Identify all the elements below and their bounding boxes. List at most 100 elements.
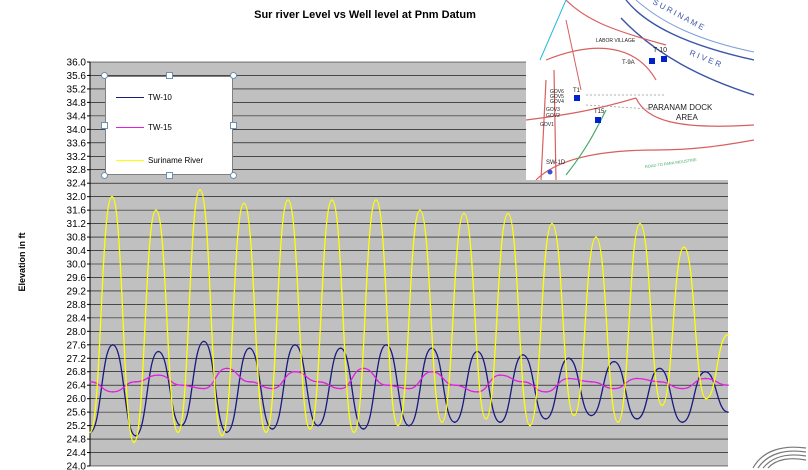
river-bank-north — [625, 0, 754, 61]
well-marker-sw1d — [547, 169, 553, 175]
data-point-suriname-river — [265, 431, 267, 434]
data-point-suriname-river — [353, 431, 355, 434]
resize-handle-top-left[interactable] — [101, 72, 108, 79]
data-point-suriname-river — [507, 212, 509, 215]
data-point-suriname-river — [243, 202, 245, 205]
y-tick-label: 34.8 — [67, 98, 87, 109]
resize-handle-left[interactable] — [101, 122, 108, 129]
data-point-tw-15 — [681, 387, 684, 390]
data-point-tw-15 — [476, 391, 479, 393]
legend-label-tw10: TW-10 — [148, 92, 172, 102]
data-point-tw-15 — [453, 384, 456, 387]
data-point-tw-10 — [362, 428, 365, 430]
road-red-8 — [565, 19, 582, 91]
map-label-t15: T15 — [594, 109, 605, 115]
y-tick-label: 28.4 — [67, 313, 87, 324]
legend-label-suriname-river: Suriname River — [148, 155, 204, 165]
y-tick-label: 31.2 — [67, 219, 87, 230]
road-red-2 — [545, 47, 657, 81]
data-point-tw-10 — [499, 421, 501, 424]
data-point-tw-10 — [613, 360, 615, 363]
data-point-suriname-river — [617, 421, 619, 424]
data-point-tw-10 — [339, 347, 342, 349]
data-point-suriname-river — [89, 431, 91, 434]
resize-handle-right[interactable] — [230, 122, 237, 129]
map-label-sw1d: SW-1D — [546, 160, 566, 166]
resize-handle-bottom-left[interactable] — [101, 172, 108, 179]
data-point-tw-15 — [544, 391, 547, 393]
legend-swatch-suriname-river — [116, 159, 144, 161]
data-point-tw-15 — [111, 391, 114, 393]
data-point-suriname-river — [683, 246, 685, 248]
data-point-tw-10 — [134, 434, 137, 437]
y-tick-label: 35.6 — [67, 71, 87, 82]
y-tick-label: 34.0 — [67, 125, 87, 136]
road-red-4 — [535, 139, 754, 180]
data-point-tw-15 — [499, 374, 501, 376]
data-point-tw-10 — [567, 357, 570, 360]
legend[interactable]: TW-10 TW-15 Suriname River — [105, 76, 233, 175]
data-point-tw-10 — [544, 418, 547, 420]
data-point-tw-15 — [294, 370, 296, 373]
data-point-tw-10 — [111, 344, 114, 346]
data-point-tw-10 — [225, 431, 228, 434]
data-point-tw-10 — [681, 421, 684, 424]
site-map-inset: LABOR VILLAGE T-9A T-10 S U R I N A M E … — [526, 0, 754, 180]
well-marker-t9a — [649, 58, 655, 64]
map-label-gov5: GOV5 — [550, 94, 564, 100]
resize-handle-top-right[interactable] — [230, 72, 237, 79]
data-point-suriname-river — [133, 441, 135, 444]
map-label-gov3: GOV3 — [546, 107, 560, 113]
data-point-suriname-river — [331, 199, 333, 201]
y-tick-label: 30.0 — [67, 260, 87, 271]
river-bank-south — [620, 17, 754, 96]
y-tick-label: 30.4 — [67, 246, 87, 257]
river-channel — [635, 0, 754, 53]
data-point-tw-15 — [248, 381, 251, 383]
map-label-t10: T-10 — [653, 47, 667, 54]
map-label-area: AREA — [676, 113, 698, 122]
well-marker-t10 — [661, 56, 667, 62]
data-point-tw-10 — [408, 424, 410, 427]
data-point-tw-15 — [727, 384, 729, 387]
data-point-tw-15 — [203, 387, 205, 390]
y-tick-label: 27.6 — [67, 340, 87, 351]
y-tick-label: 26.0 — [67, 394, 87, 405]
map-label-t1: T1 — [573, 88, 581, 94]
resize-handle-bottom-right[interactable] — [230, 172, 237, 179]
road-red-6 — [553, 69, 557, 180]
data-point-tw-10 — [157, 350, 160, 353]
data-point-tw-10 — [317, 424, 319, 427]
road-red-1 — [565, 0, 667, 46]
data-point-suriname-river — [463, 212, 465, 215]
chart-title: Sur river Level vs Well level at Pnm Dat… — [254, 9, 476, 21]
data-point-suriname-river — [177, 431, 179, 434]
dashed-track — [585, 94, 667, 111]
resize-handle-bottom[interactable] — [166, 172, 173, 179]
legend-entry-suriname-river: Suriname River — [116, 154, 203, 166]
data-point-tw-10 — [453, 421, 456, 424]
y-tick-label: 36.0 — [67, 58, 87, 69]
y-tick-label: 30.8 — [67, 233, 87, 244]
data-point-suriname-river — [529, 424, 531, 427]
legend-entry-tw15: TW-15 — [116, 121, 172, 133]
data-point-tw-10 — [658, 367, 661, 370]
data-point-tw-10 — [590, 414, 593, 417]
legend-swatch-tw10 — [116, 96, 144, 98]
data-point-tw-10 — [203, 340, 205, 343]
y-tick-label: 25.2 — [67, 421, 87, 432]
road-red-3 — [526, 97, 637, 121]
data-point-suriname-river — [551, 222, 553, 225]
data-point-suriname-river — [661, 404, 663, 407]
resize-handle-top[interactable] — [166, 72, 173, 79]
data-point-tw-15 — [362, 367, 365, 370]
data-point-tw-10 — [727, 411, 729, 413]
legend-entry-tw10: TW-10 — [116, 91, 172, 103]
y-tick-label: 26.8 — [67, 367, 87, 378]
data-point-tw-10 — [636, 418, 638, 420]
cyan-boundary — [539, 0, 567, 61]
data-point-suriname-river — [221, 434, 223, 437]
road-green — [565, 109, 607, 176]
data-point-suriname-river — [397, 424, 399, 427]
well-marker-t15 — [595, 117, 601, 123]
